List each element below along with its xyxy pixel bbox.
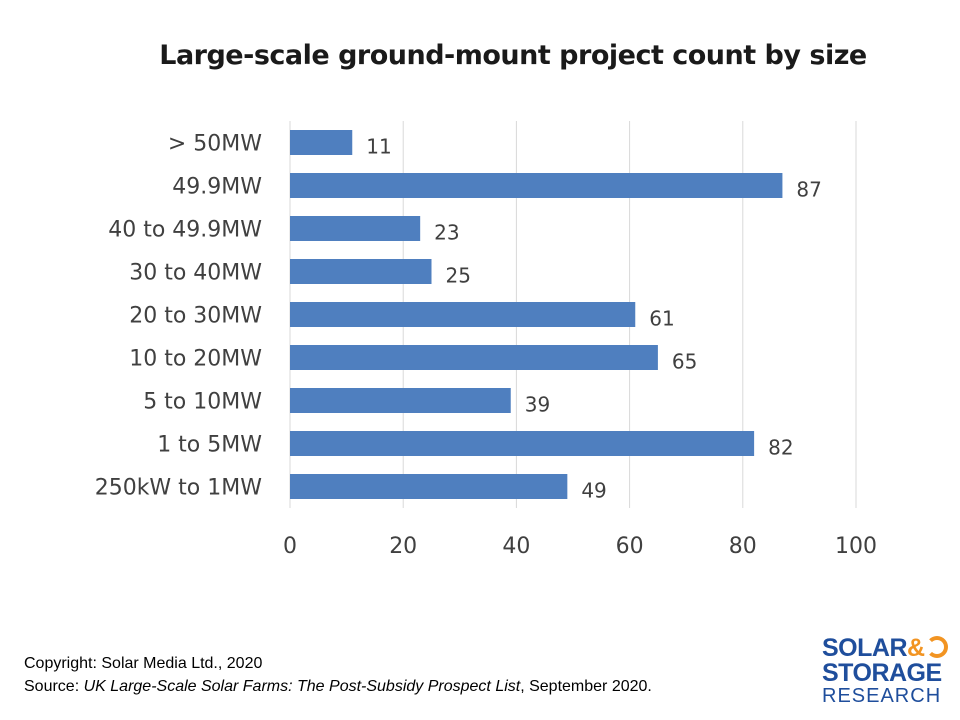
- category-label: 5 to 10MW: [143, 390, 262, 415]
- logo-research: RESEARCH: [822, 685, 942, 707]
- data-label: 11: [366, 135, 391, 159]
- bar: [290, 302, 636, 327]
- data-label: 49: [581, 479, 606, 503]
- logo-storage: STORAGE: [822, 659, 942, 687]
- bar: [290, 216, 421, 241]
- bar: [290, 474, 568, 499]
- copyright-text: Copyright: Solar Media Ltd., 2020: [24, 655, 263, 672]
- source-prefix: Source:: [24, 678, 84, 695]
- x-axis-tick-labels: 0 20 40 60 80 100: [283, 534, 877, 559]
- solar-storage-research-logo: SOLAR& STORAGE RESEARCH: [822, 636, 952, 712]
- footer: Copyright: Solar Media Ltd., 2020 Source…: [24, 652, 652, 698]
- data-label: 23: [434, 221, 459, 245]
- category-label: > 50MW: [168, 132, 262, 157]
- x-tick-label: 60: [616, 534, 644, 559]
- bar-chart: > 50MW 49.9MW 40 to 49.9MW 30 to 40MW 20 to …: [95, 121, 877, 559]
- bars: [290, 130, 783, 499]
- x-tick-label: 20: [389, 534, 417, 559]
- data-label: 61: [649, 307, 674, 331]
- x-tick-label: 40: [502, 534, 530, 559]
- category-label: 1 to 5MW: [157, 433, 262, 458]
- source-suffix: , September 2020.: [520, 678, 652, 695]
- source-text: Source: UK Large-Scale Solar Farms: The …: [24, 675, 652, 698]
- logo-ampersand: &: [907, 634, 925, 662]
- source-title: UK Large-Scale Solar Farms: The Post-Sub…: [83, 678, 521, 695]
- x-tick-label: 0: [283, 534, 297, 559]
- x-tick-label: 80: [729, 534, 757, 559]
- x-tick-label: 100: [835, 534, 877, 559]
- bar: [290, 345, 658, 370]
- data-label: 25: [446, 264, 471, 288]
- bar: [290, 431, 755, 456]
- logo-solar: SOLAR: [822, 634, 908, 662]
- category-labels: > 50MW 49.9MW 40 to 49.9MW 30 to 40MW 20 to …: [95, 132, 263, 501]
- data-label: 39: [525, 393, 550, 417]
- bar: [290, 130, 353, 155]
- category-label: 20 to 30MW: [129, 304, 262, 329]
- category-label: 49.9MW: [172, 175, 262, 200]
- bar: [290, 173, 783, 198]
- category-label: 30 to 40MW: [129, 261, 262, 286]
- category-label: 10 to 20MW: [129, 347, 262, 372]
- data-label: 65: [672, 350, 697, 374]
- logo-ring-icon: [926, 636, 948, 658]
- data-label: 87: [796, 178, 821, 202]
- chart-title: Large-scale ground-mount project count b…: [159, 40, 867, 71]
- bar: [290, 259, 432, 284]
- category-label: 250kW to 1MW: [95, 476, 263, 501]
- data-label: 82: [768, 436, 793, 460]
- data-labels: 11 87 23 25 61 65 39 82 49: [366, 135, 822, 503]
- category-label: 40 to 49.9MW: [108, 218, 262, 243]
- bar: [290, 388, 511, 413]
